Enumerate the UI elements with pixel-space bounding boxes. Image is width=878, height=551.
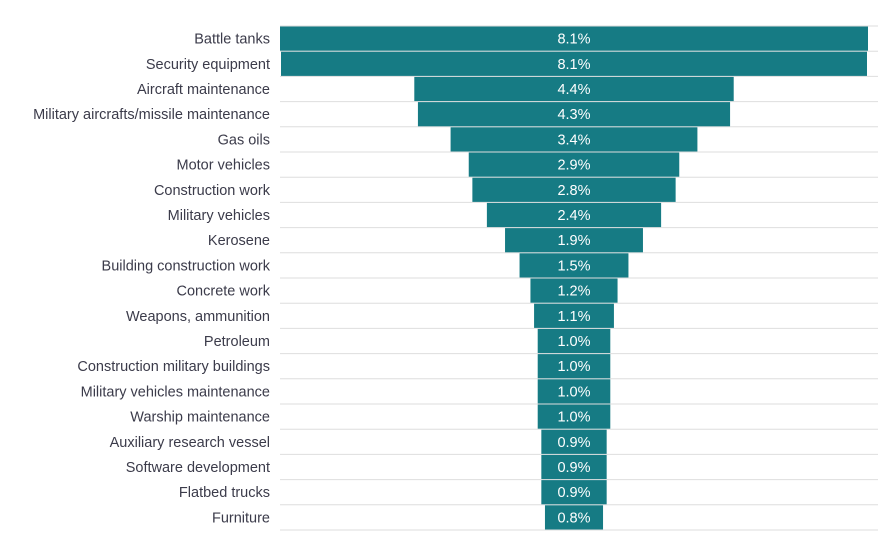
funnel-bar [541,454,607,480]
funnel-bar [486,202,662,228]
funnel-bar [280,26,868,51]
funnel-bar [530,278,618,303]
value-label: 0.8% [557,510,590,526]
funnel-bar [537,328,611,354]
value-label: 1.5% [557,258,590,274]
category-label: Gas oils [218,132,270,148]
value-label: 1.9% [557,233,590,249]
category-label: Auxiliary research vessel [110,435,270,451]
category-labels: Battle tanks Security equipment Aircraft m… [33,32,271,527]
funnel-bar [505,228,643,253]
category-label: Construction work [154,183,271,199]
category-label: Construction military buildings [77,359,270,375]
funnel-bar [541,429,607,454]
category-label: Motor vehicles [177,158,270,174]
value-label: 2.8% [557,183,590,199]
value-label: 0.9% [557,435,590,451]
funnel-bar [537,379,611,404]
value-label: 3.4% [557,132,590,148]
category-label: Aircraft maintenance [137,82,270,98]
value-label: 1.1% [557,309,590,325]
category-label: Military vehicles [168,208,270,224]
funnel-bar [281,51,867,76]
category-label: Furniture [212,510,270,526]
funnel-bar [537,354,611,379]
category-label: Kerosene [208,233,270,249]
value-label: 4.4% [557,82,590,98]
value-label: 1.0% [557,359,590,375]
value-label: 2.9% [557,158,590,174]
value-label: 4.3% [557,107,590,123]
funnel-bar [414,76,734,102]
category-label: Military vehicles maintenance [81,384,270,400]
funnel-bar [468,152,680,177]
funnel-bar [417,102,731,127]
category-label: Battle tanks [194,32,270,48]
category-label: Concrete work [177,284,271,300]
value-label: 0.9% [557,485,590,501]
funnel-bar [450,127,698,152]
value-label: 1.0% [557,410,590,426]
gridlines [280,25,878,531]
funnel-bar [541,480,607,505]
funnel-bar [519,253,629,278]
value-label: 8.1% [557,32,590,48]
funnel-bar [472,177,676,202]
value-label: 2.4% [557,208,590,224]
funnel-bar [534,303,614,328]
value-label: 8.1% [557,57,590,73]
bars [280,26,868,530]
category-label: Building construction work [102,258,271,274]
funnel-bar [537,404,611,429]
category-label: Military aircrafts/missile maintenance [33,107,270,123]
value-label: 0.9% [557,460,590,476]
value-label: 1.0% [557,384,590,400]
category-label: Warship maintenance [130,410,270,426]
category-label: Security equipment [146,57,270,73]
funnel-bar [544,505,604,530]
category-label: Flatbed trucks [179,485,270,501]
category-label: Weapons, ammunition [126,309,270,325]
category-label: Petroleum [204,334,270,350]
value-label: 1.2% [557,284,590,300]
category-label: Software development [126,460,270,476]
value-label: 1.0% [557,334,590,350]
value-labels: 8.1% 8.1% 4.4% 4.3% 3.4% 2.9% 2.8% 2.4% 1.9% 1.5%… [557,32,590,527]
